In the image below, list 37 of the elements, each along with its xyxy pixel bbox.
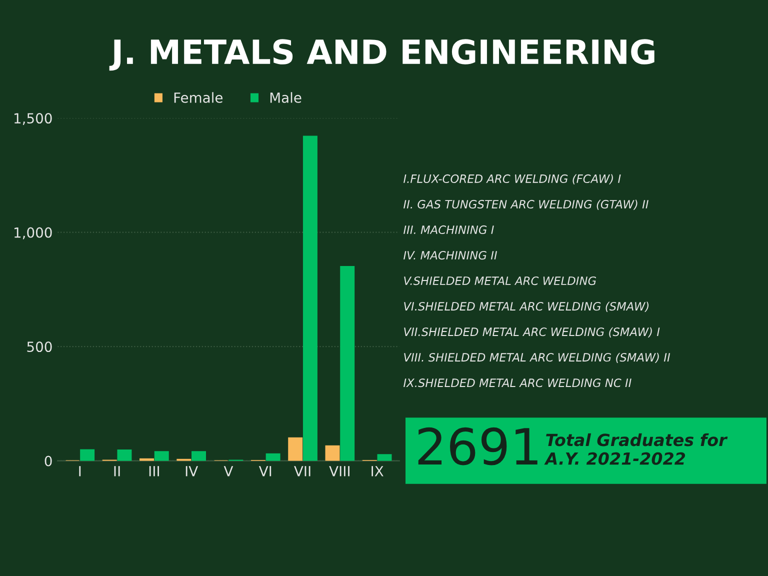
- text: VI.SHIELDED METAL ARC WELDING (SMAW): [404, 302, 649, 312]
- x-tick-label: IX: [372, 466, 384, 476]
- bar: [377, 454, 392, 461]
- bar: [117, 450, 132, 461]
- text: VII.SHIELDED METAL ARC WELDING (SMAW) I: [404, 327, 660, 338]
- y-tick-label: 1,500: [14, 113, 52, 125]
- text: Total Graduates for A.Y. 2021-2022: [544, 433, 728, 465]
- text: IV. MACHINING II: [404, 250, 498, 260]
- text: II. GAS TUNGSTEN ARC WELDING (GTAW) II: [404, 200, 648, 210]
- text: I.FLUX-CORED ARC WELDING (FCAW) I: [404, 174, 621, 184]
- legend-label: Female: [174, 92, 223, 103]
- x-tick-label: VIII: [329, 466, 350, 476]
- text: III. MACHINING I: [404, 225, 494, 234]
- bar: [288, 437, 303, 461]
- bar: [302, 136, 318, 461]
- x-tick-label: VII: [294, 466, 310, 476]
- text: 2691: [418, 427, 538, 466]
- bar: [154, 451, 169, 461]
- bar: [80, 449, 95, 461]
- legend-label: Male: [270, 92, 302, 103]
- chart-title: J. METALS AND ENGINEERING: [109, 39, 654, 71]
- x-tick-label: IV: [186, 466, 198, 476]
- x-tick-label: III: [149, 466, 159, 476]
- x-tick-label: V: [224, 466, 234, 476]
- text: IX.SHIELDED METAL ARC WELDING NC II: [404, 378, 632, 388]
- bar: [266, 453, 280, 461]
- y-tick-label: 0: [44, 456, 52, 466]
- y-tick-label: 500: [27, 342, 52, 352]
- x-tick-label: II: [114, 466, 120, 476]
- text: VIII. SHIELDED METAL ARC WELDING (SMAW) II: [404, 352, 670, 363]
- y-tick-label: 1,000: [14, 227, 52, 240]
- bar: [340, 266, 355, 461]
- x-tick-label: I: [79, 466, 81, 476]
- x-tick-label: VI: [258, 466, 272, 476]
- text: V.SHIELDED METAL ARC WELDING: [404, 276, 596, 286]
- bar: [192, 451, 206, 461]
- bar: [325, 445, 340, 461]
